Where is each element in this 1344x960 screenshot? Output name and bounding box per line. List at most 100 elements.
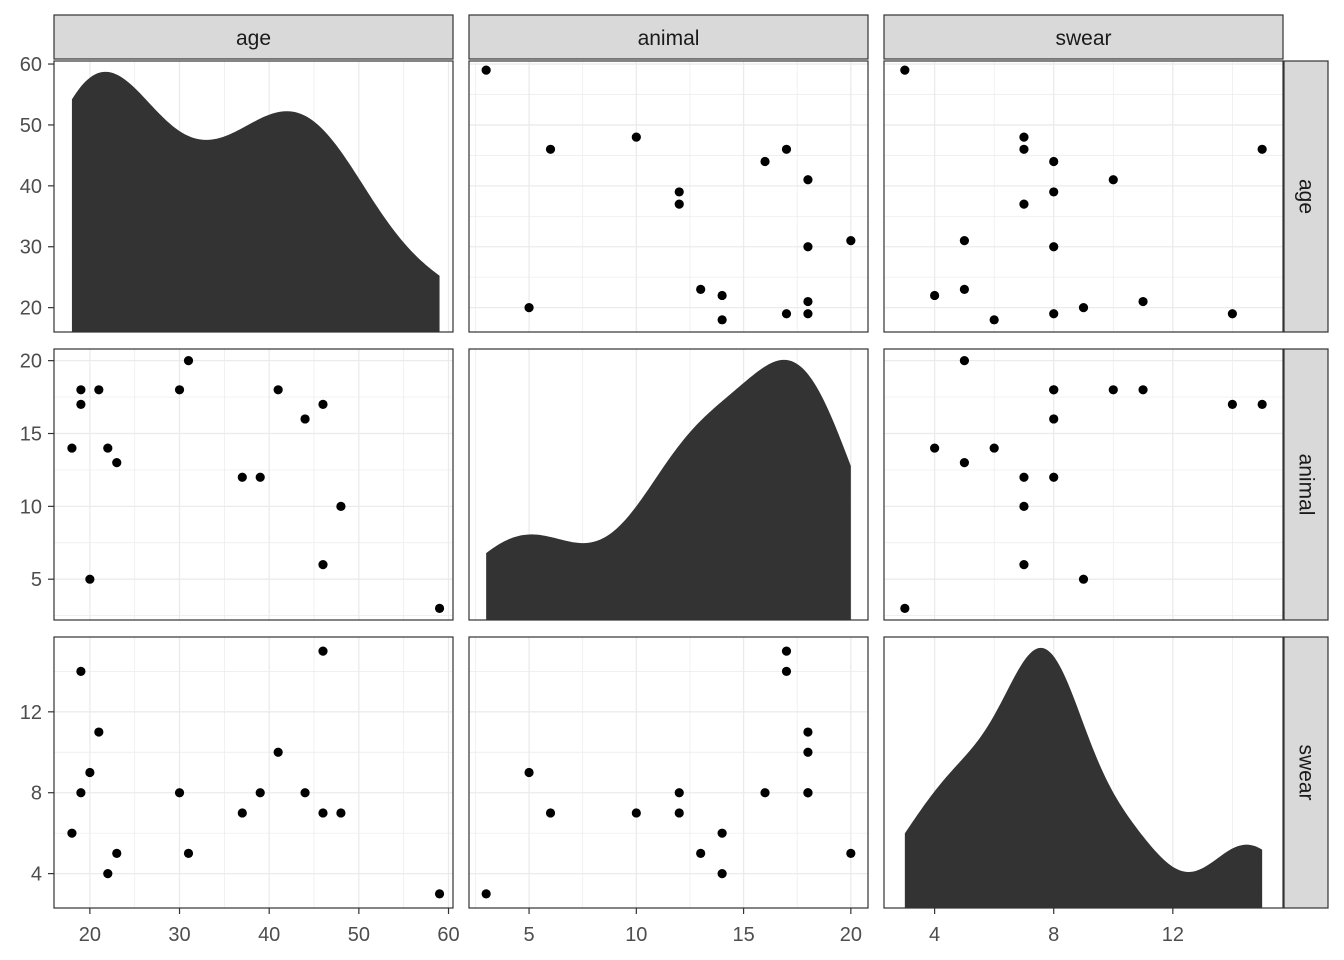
- x-tick-label: 12: [1162, 924, 1184, 946]
- panel-border: [883, 60, 1284, 333]
- data-point: [318, 808, 328, 818]
- panel-age-swear: [883, 60, 1284, 333]
- data-point: [803, 747, 813, 757]
- axis-tick-layer: 20 30 40 50 60 5 10 15 20 4 8 12 20 30 40 50 60 5 10 15 20 4 8…: [20, 54, 1184, 946]
- data-point: [434, 603, 445, 613]
- data-point: [545, 144, 556, 154]
- data-point: [481, 889, 491, 899]
- data-point: [174, 385, 185, 395]
- y-tick-label: 5: [31, 569, 42, 591]
- panel-animal-swear: [883, 348, 1284, 621]
- data-point: [273, 385, 283, 395]
- data-point: [318, 399, 328, 409]
- data-point: [1049, 414, 1059, 424]
- data-point: [760, 788, 770, 798]
- data-point: [846, 848, 856, 859]
- data-point: [803, 788, 813, 798]
- data-point: [1049, 156, 1059, 167]
- data-point: [76, 385, 86, 395]
- density-area-animal: [486, 359, 851, 620]
- data-point: [103, 869, 113, 879]
- data-point: [900, 603, 910, 613]
- y-tick-label: 10: [20, 496, 42, 518]
- data-point: [717, 290, 727, 301]
- data-point: [959, 356, 970, 366]
- data-point: [803, 296, 813, 307]
- data-point: [67, 828, 77, 838]
- data-point: [255, 472, 265, 482]
- data-point: [524, 303, 534, 313]
- data-point: [237, 808, 247, 818]
- data-point: [1227, 399, 1237, 409]
- right-strip-label-age: age: [1295, 179, 1318, 214]
- data-point: [67, 443, 77, 453]
- x-tick-label: 20: [840, 924, 862, 946]
- data-point: [989, 443, 999, 453]
- data-point: [300, 414, 310, 424]
- data-point: [545, 808, 556, 818]
- data-point: [481, 65, 491, 75]
- panel-background: [54, 637, 453, 908]
- data-point: [76, 399, 86, 409]
- data-point: [846, 236, 856, 246]
- data-point: [85, 574, 95, 584]
- data-point: [94, 727, 104, 737]
- right-strip-age: [1283, 60, 1329, 333]
- data-point: [336, 501, 346, 511]
- y-tick-label: 20: [20, 351, 42, 373]
- right-strip-swear: [1283, 636, 1329, 909]
- data-point: [781, 666, 792, 676]
- data-point: [336, 808, 346, 818]
- data-point: [674, 199, 684, 209]
- data-point: [183, 848, 194, 859]
- data-point: [1138, 296, 1148, 307]
- data-point: [1049, 187, 1059, 197]
- data-point: [1049, 472, 1059, 482]
- data-point: [930, 290, 940, 301]
- data-point: [959, 458, 970, 468]
- data-point: [1049, 385, 1059, 395]
- panel-swear-animal: [468, 636, 869, 909]
- data-point: [717, 315, 727, 325]
- data-point: [273, 747, 283, 757]
- data-point: [85, 767, 95, 778]
- panel-age-age: [53, 60, 454, 333]
- data-point: [781, 144, 792, 154]
- data-point: [1227, 309, 1237, 319]
- data-point: [1257, 144, 1267, 154]
- x-tick-label: 4: [929, 924, 940, 946]
- data-point: [717, 869, 727, 879]
- data-point: [674, 187, 684, 197]
- x-tick-label: 8: [1048, 924, 1059, 946]
- panel-border: [53, 60, 454, 333]
- data-point: [434, 889, 445, 899]
- y-tick-label: 40: [20, 176, 42, 198]
- data-point: [318, 560, 328, 570]
- data-point: [631, 808, 641, 818]
- data-point: [237, 472, 247, 482]
- panel-swear-age: [53, 636, 454, 909]
- y-tick-label: 20: [20, 298, 42, 320]
- data-point: [103, 443, 113, 453]
- data-point: [803, 175, 813, 185]
- data-point: [900, 65, 910, 75]
- data-point: [1138, 385, 1148, 395]
- y-tick-label: 30: [20, 237, 42, 259]
- data-point: [76, 666, 86, 676]
- panel-border: [883, 348, 1284, 621]
- panel-border: [468, 636, 869, 909]
- data-point: [1049, 242, 1059, 252]
- panel-border: [468, 60, 869, 333]
- panel-background: [469, 61, 868, 332]
- right-strip-label-animal: animal: [1295, 454, 1318, 516]
- panel-border: [883, 636, 1284, 909]
- data-point: [1257, 399, 1267, 409]
- data-point: [1078, 303, 1089, 313]
- density-area-age: [71, 71, 440, 332]
- data-point: [760, 156, 770, 167]
- y-tick-label: 50: [20, 115, 42, 137]
- data-point: [696, 284, 706, 294]
- data-point: [1108, 385, 1118, 395]
- data-point: [717, 828, 727, 838]
